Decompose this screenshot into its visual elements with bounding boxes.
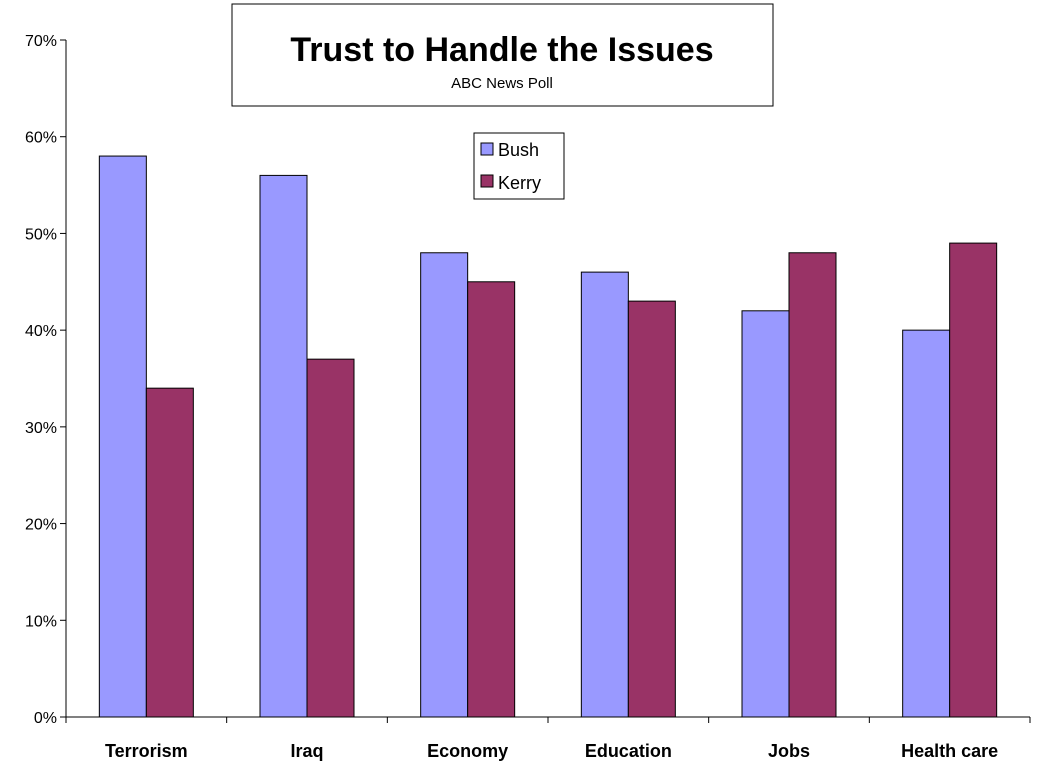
legend-label-kerry: Kerry	[498, 173, 541, 193]
bar-bush	[902, 329, 951, 718]
bar-kerry	[467, 281, 516, 718]
bar-kerry	[788, 252, 837, 718]
x-tick-label: Education	[585, 741, 672, 761]
x-tick-label: Economy	[427, 741, 508, 761]
bar-bush	[580, 271, 629, 718]
bars	[98, 155, 998, 718]
y-tick-label: 30%	[25, 420, 57, 437]
x-tick-label: Iraq	[290, 741, 323, 761]
bar-kerry	[306, 358, 355, 718]
x-tick-label: Health care	[901, 741, 998, 761]
bar-kerry	[949, 242, 998, 718]
y-tick-label: 50%	[25, 226, 57, 243]
y-tick-label: 10%	[25, 613, 57, 630]
bar-kerry	[627, 300, 676, 718]
x-tick-label: Terrorism	[105, 741, 188, 761]
chart-title: Trust to Handle the Issues	[290, 31, 713, 69]
chart-subtitle: ABC News Poll	[451, 75, 553, 92]
y-tick-label: 0%	[34, 710, 57, 727]
x-tick-label: Jobs	[768, 741, 810, 761]
y-tick-label: 40%	[25, 323, 57, 340]
bar-bush	[259, 174, 308, 718]
bar-bush	[741, 310, 790, 718]
legend-label-bush: Bush	[498, 140, 539, 160]
y-tick-label: 70%	[25, 33, 57, 50]
bar-kerry	[145, 387, 194, 718]
legend: Bush Kerry	[473, 132, 565, 200]
legend-swatch-bush	[480, 142, 494, 156]
legend-swatch-kerry	[480, 174, 494, 188]
chart-title-box: Trust to Handle the Issues ABC News Poll	[231, 3, 774, 107]
y-tick-label: 60%	[25, 130, 57, 147]
bar-bush	[420, 252, 469, 718]
y-tick-label: 20%	[25, 517, 57, 534]
x-axis: Terrorism Iraq Economy Education Jobs Health …	[65, 716, 1031, 761]
bar-bush	[98, 155, 147, 718]
y-axis: 0% 10% 20% 30% 40% 50% 60% 70%	[25, 33, 67, 727]
